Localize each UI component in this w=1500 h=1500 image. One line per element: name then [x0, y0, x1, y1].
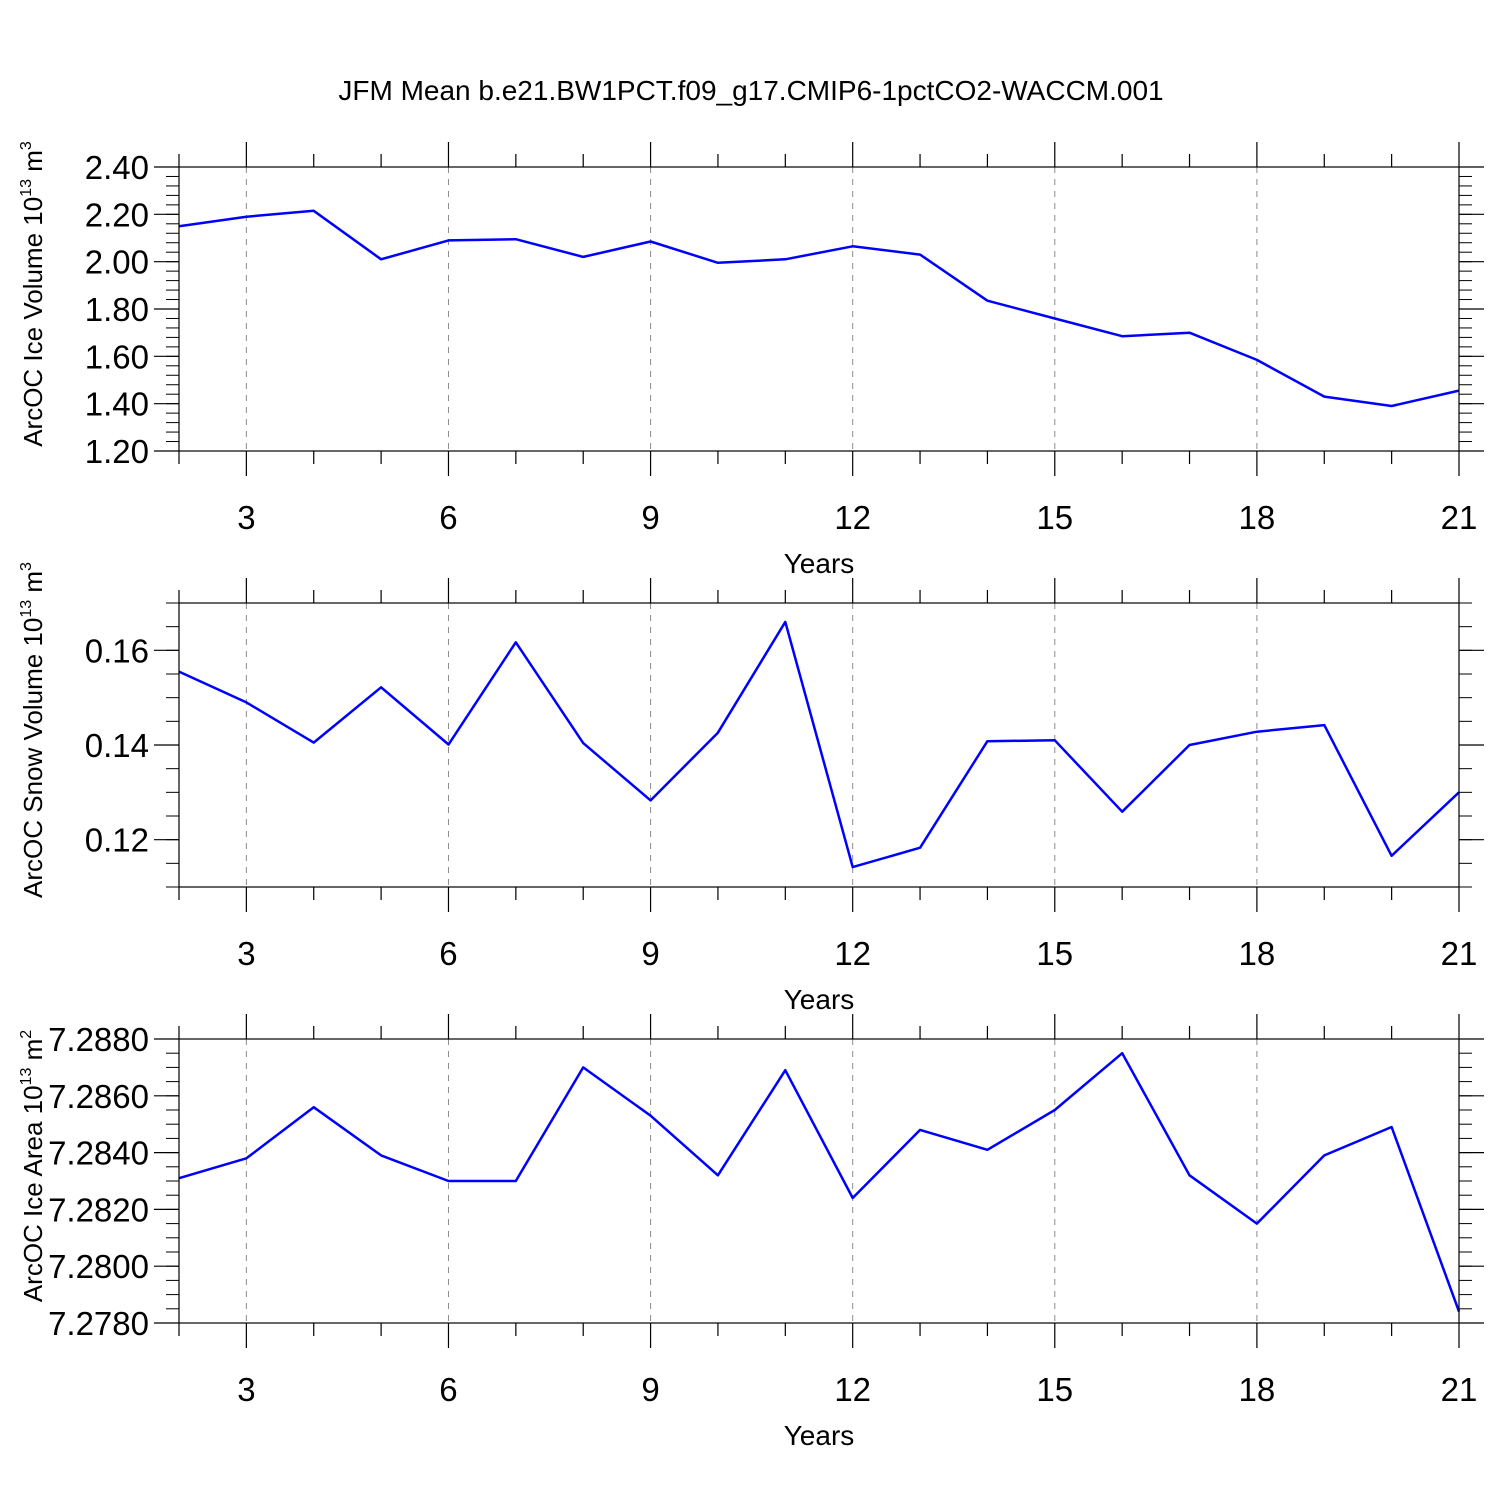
x-tick-label: 9	[641, 935, 659, 972]
x-tick-label: 9	[641, 499, 659, 536]
y-tick-label: 7.2800	[48, 1248, 149, 1285]
y-axis-unit-m-exponent: 3	[18, 562, 35, 571]
y-tick-label: 7.2820	[48, 1191, 149, 1228]
y-axis-label: ArcOC Ice Area 1013 m2	[18, 1030, 48, 1302]
y-tick-label: 1.40	[85, 386, 149, 423]
y-tick-label: 2.20	[85, 196, 149, 233]
y-tick-label: 0.14	[85, 727, 149, 764]
y-axis-unit-m: m	[18, 150, 48, 179]
panel-1: 1.20 1.40 1.60 1.80 2.00 2.20 2.40 3 6 9 12 15 18 21 Y…	[18, 141, 1484, 579]
data-series-line	[178, 1051, 1461, 1313]
y-tick-label: 7.2880	[48, 1021, 149, 1058]
y-axis-label-text: ArcOC Ice Area	[18, 1114, 48, 1302]
x-tick-label: 3	[237, 499, 255, 536]
panel-2: 0.12 0.14 0.16 3 6 9 12 15 18 21 Years ArcOC Snow V…	[18, 562, 1484, 1015]
x-tick-label: 18	[1239, 499, 1276, 536]
x-tick-label: 18	[1239, 935, 1276, 972]
y-tick-label: 2.40	[85, 149, 149, 186]
x-tick-label: 6	[439, 1371, 457, 1408]
y-tick-label: 2.00	[85, 244, 149, 281]
y-axis-unit-m-exponent: 3	[18, 141, 35, 150]
data-series-line	[178, 209, 1460, 408]
y-axis-label: ArcOC Ice Volume 1013 m3	[18, 141, 48, 447]
x-tick-label: 21	[1441, 935, 1478, 972]
y-axis-unit-m-exponent: 2	[18, 1030, 35, 1039]
x-tick-label: 9	[641, 1371, 659, 1408]
y-tick-label: 0.12	[85, 822, 149, 859]
y-axis-unit-base: 10	[18, 197, 48, 226]
y-axis-unit-exponent: 13	[18, 600, 35, 618]
y-tick-label: 7.2840	[48, 1135, 149, 1172]
y-axis-unit-m: m	[18, 1039, 48, 1068]
x-axis-label: Years	[784, 548, 855, 579]
y-tick-label: 1.20	[85, 433, 149, 470]
x-tick-label: 3	[237, 1371, 255, 1408]
x-tick-label: 15	[1036, 935, 1073, 972]
data-series-line	[178, 620, 1460, 869]
x-tick-label: 12	[834, 499, 871, 536]
x-tick-label: 15	[1036, 1371, 1073, 1408]
panel-3: 7.2780 7.2800 7.2820 7.2840 7.2860 7.2880 3 6 9 1…	[18, 1014, 1484, 1451]
x-tick-label: 6	[439, 499, 457, 536]
x-axis-label: Years	[784, 1420, 855, 1451]
y-axis-label-text: ArcOC Snow Volume	[18, 647, 48, 898]
figure-title: JFM Mean b.e21.BW1PCT.f09_g17.CMIP6-1pct…	[338, 75, 1163, 106]
y-axis-unit-exponent: 13	[18, 1068, 35, 1086]
x-tick-label: 6	[439, 935, 457, 972]
x-tick-label: 21	[1441, 499, 1478, 536]
y-axis-unit-base: 10	[18, 1085, 48, 1114]
x-tick-label: 18	[1239, 1371, 1276, 1408]
x-tick-label: 12	[834, 935, 871, 972]
y-tick-label: 1.80	[85, 291, 149, 328]
y-axis-unit-base: 10	[18, 618, 48, 647]
y-axis-unit-exponent: 13	[18, 179, 35, 197]
y-tick-label: 7.2780	[48, 1305, 149, 1342]
panels: 1.20 1.40 1.60 1.80 2.00 2.20 2.40 3 6 9 12 15 18 21 Y…	[18, 141, 1484, 1451]
x-tick-label: 21	[1441, 1371, 1478, 1408]
y-axis-unit-m: m	[18, 571, 48, 600]
x-tick-label: 12	[834, 1371, 871, 1408]
x-tick-label: 3	[237, 935, 255, 972]
y-tick-label: 0.16	[85, 632, 149, 669]
y-tick-label: 7.2860	[48, 1078, 149, 1115]
x-tick-label: 15	[1036, 499, 1073, 536]
y-tick-label: 1.60	[85, 338, 149, 375]
y-axis-label-text: ArcOC Ice Volume	[18, 226, 48, 447]
y-axis-label: ArcOC Snow Volume 1013 m3	[18, 562, 48, 898]
x-axis-label: Years	[784, 984, 855, 1015]
